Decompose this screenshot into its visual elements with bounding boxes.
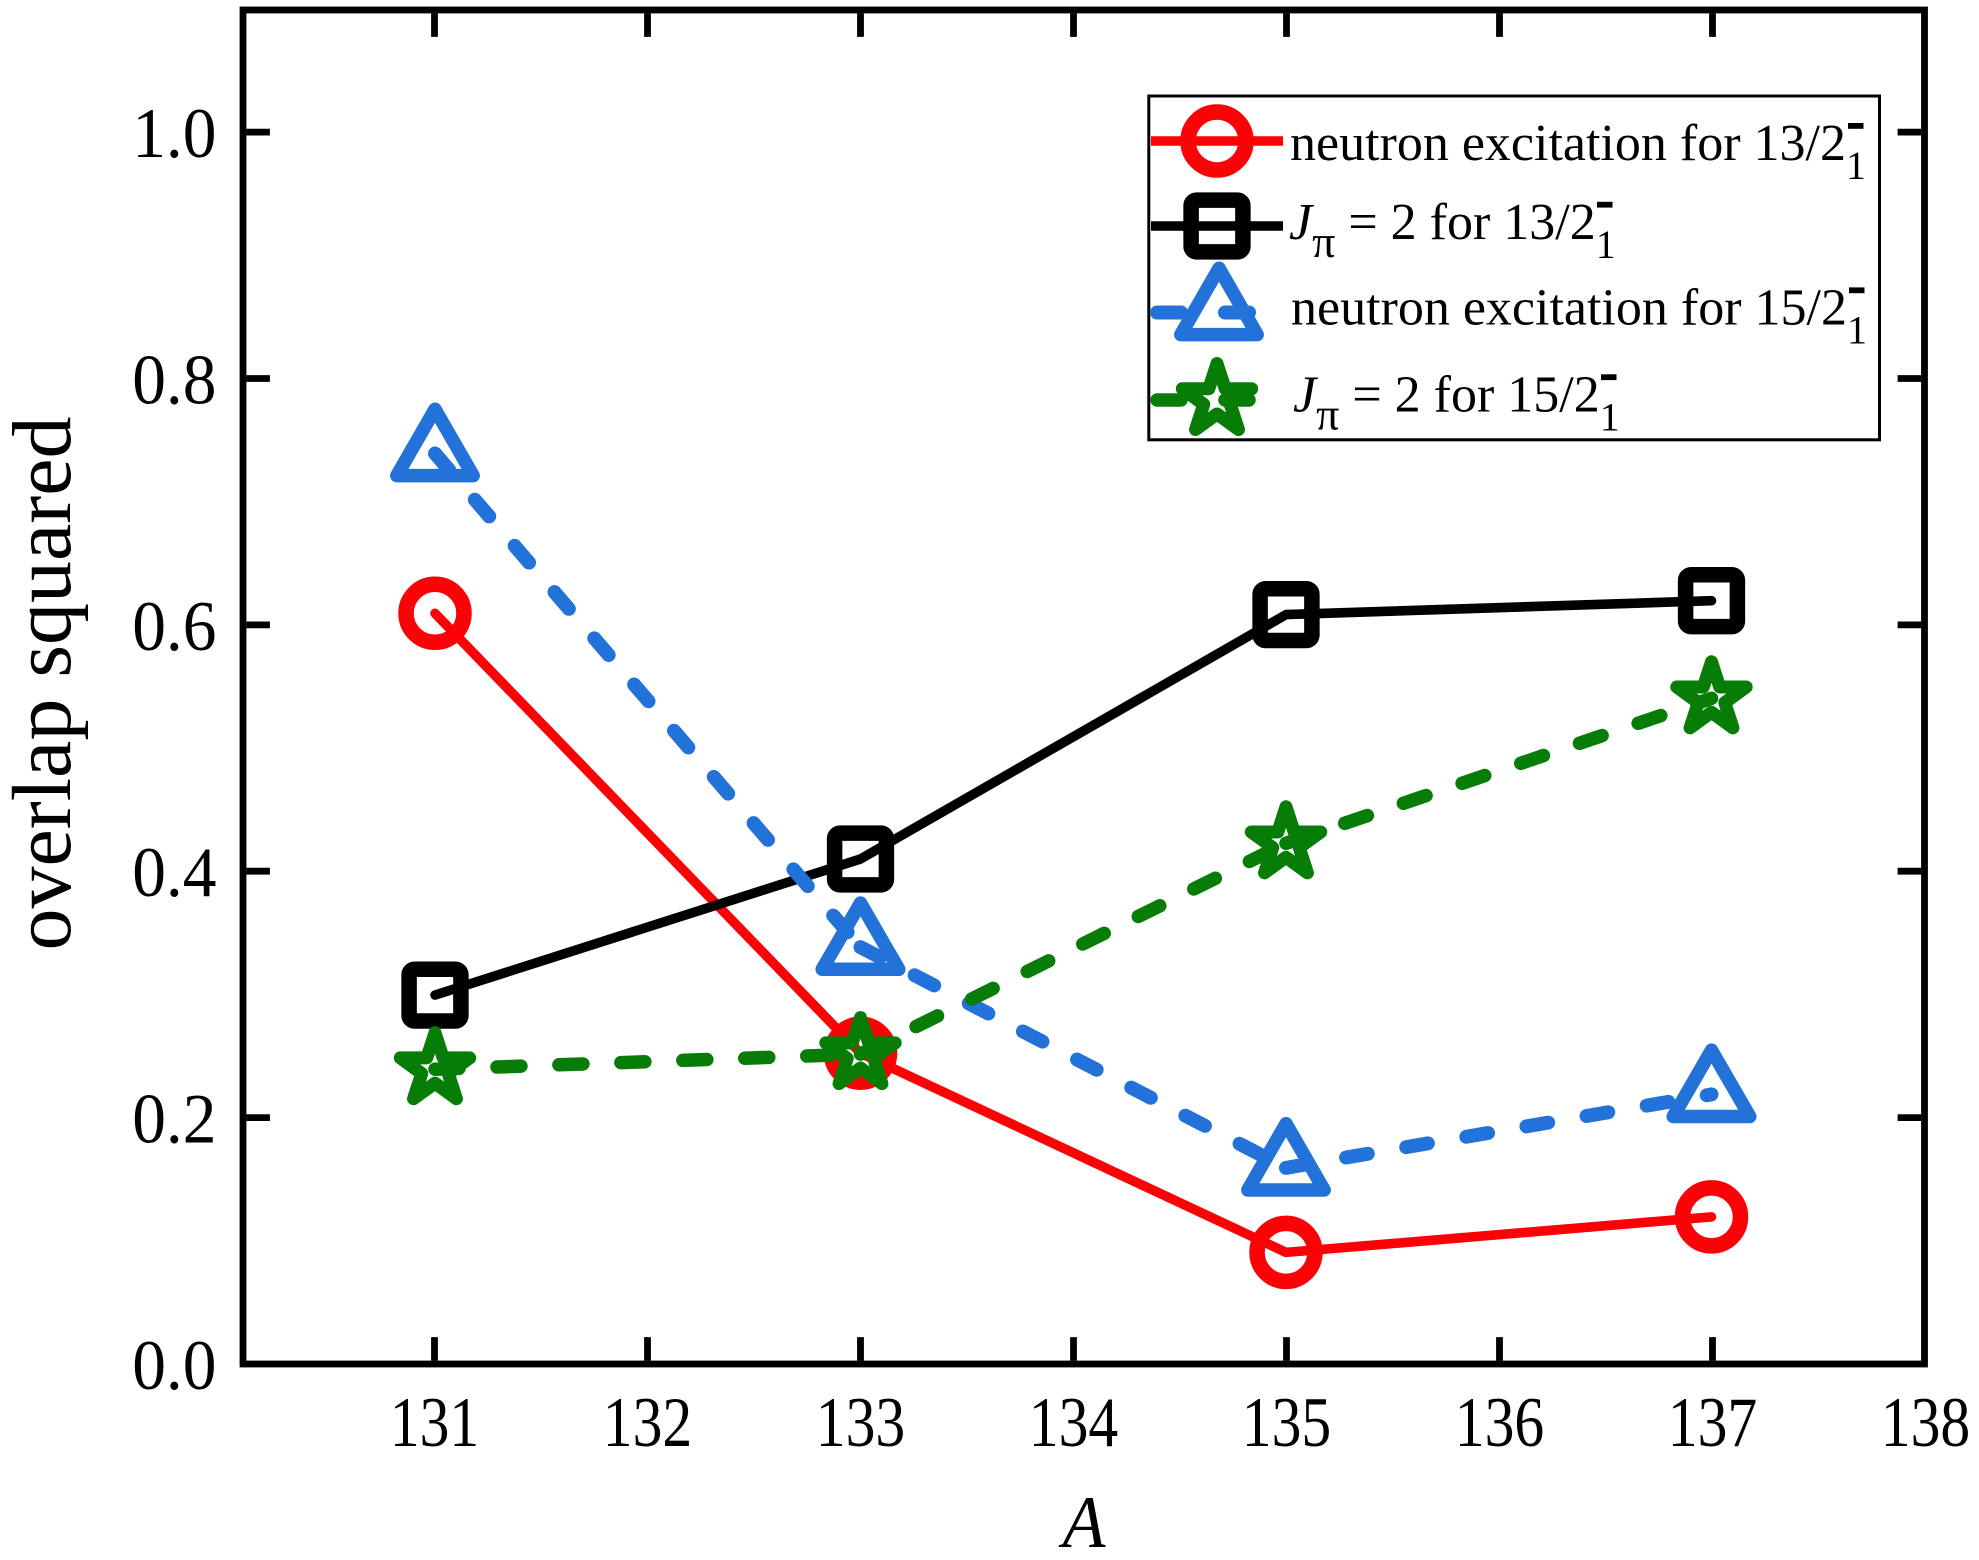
svg-text:Jπ = 2 for 13/21: Jπ = 2 for 13/21 bbox=[1289, 194, 1616, 267]
svg-text:136: 136 bbox=[1455, 1384, 1544, 1462]
svg-text:133: 133 bbox=[816, 1384, 905, 1462]
svg-text:0.0: 0.0 bbox=[132, 1325, 216, 1404]
svg-text:1.0: 1.0 bbox=[132, 94, 216, 173]
svg-text:131: 131 bbox=[390, 1384, 479, 1462]
svg-text:135: 135 bbox=[1242, 1384, 1331, 1462]
svg-text:134: 134 bbox=[1029, 1384, 1118, 1462]
svg-text:A: A bbox=[1059, 1481, 1107, 1555]
svg-text:0.8: 0.8 bbox=[132, 340, 216, 419]
svg-text:0.6: 0.6 bbox=[132, 586, 216, 665]
svg-text:132: 132 bbox=[603, 1384, 692, 1462]
svg-text:137: 137 bbox=[1668, 1384, 1757, 1462]
svg-text:138: 138 bbox=[1881, 1384, 1970, 1462]
svg-text:Jπ = 2 for 15/21: Jπ = 2 for 15/21 bbox=[1293, 366, 1620, 439]
svg-text:overlap squared: overlap squared bbox=[0, 416, 89, 950]
svg-text:0.2: 0.2 bbox=[132, 1079, 216, 1158]
svg-text:0.4: 0.4 bbox=[132, 833, 216, 912]
